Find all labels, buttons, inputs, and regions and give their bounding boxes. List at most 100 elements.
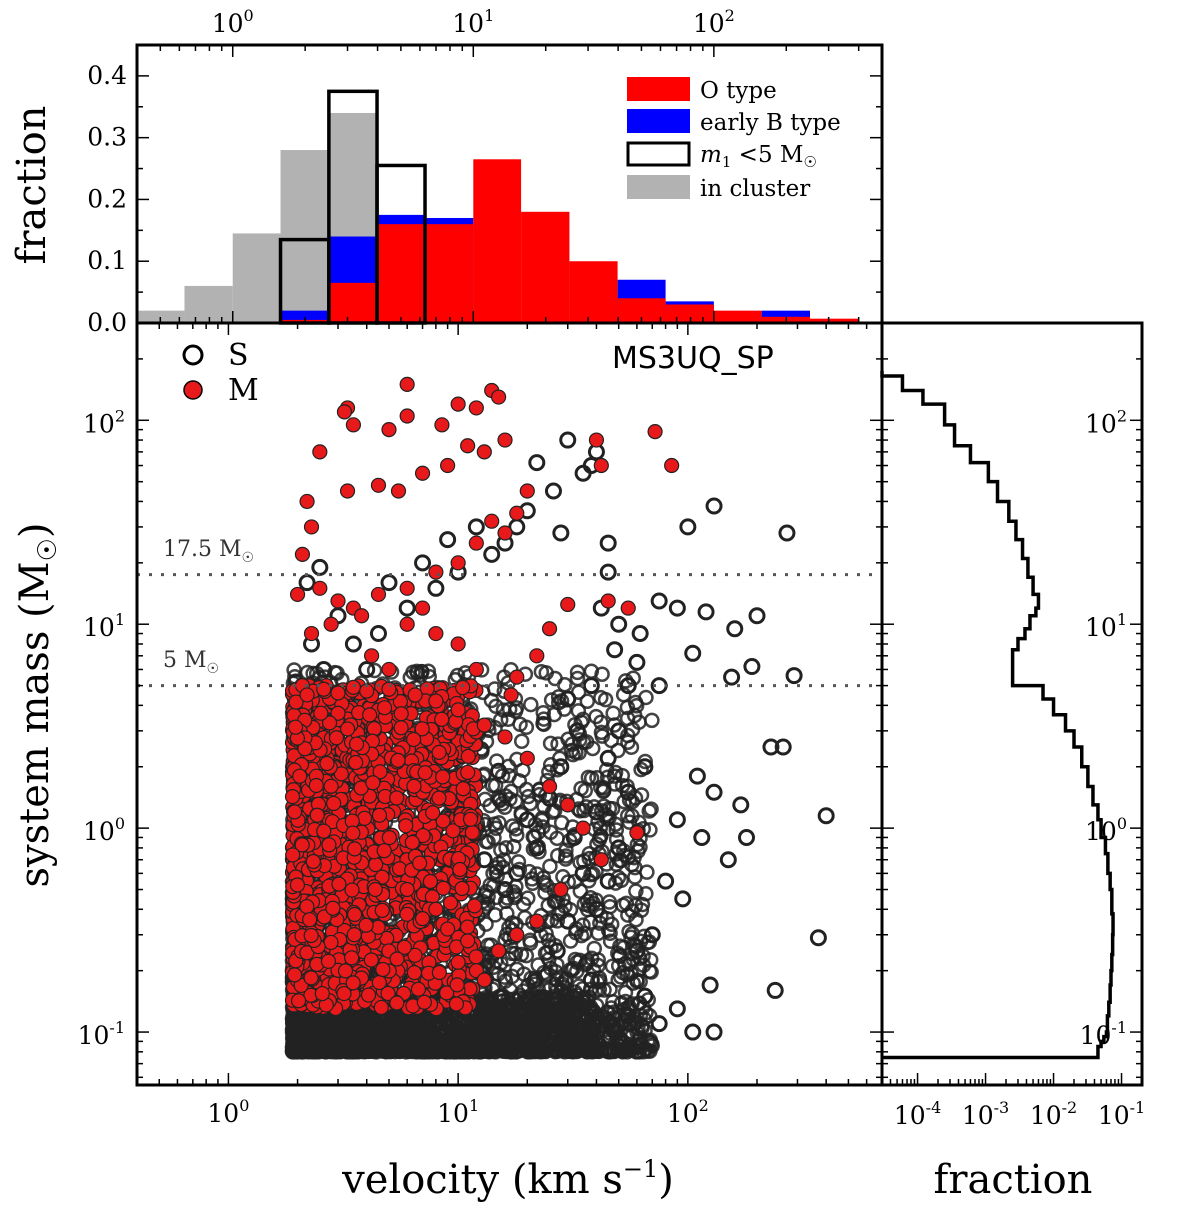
- scatter-point-s: [570, 703, 587, 719]
- scatter-point-m: [464, 824, 480, 841]
- scatter-point-s: [634, 1020, 650, 1036]
- scatter-point-s: [513, 733, 530, 749]
- scatter-point-s: [546, 1013, 563, 1030]
- legend-swatch-early-b-type: [627, 109, 690, 133]
- scatter-point-s: [522, 935, 539, 951]
- hist-bar-o-type: [665, 304, 714, 323]
- scatter-plot-area: [137, 376, 882, 1060]
- scatter-point-m: [358, 917, 374, 933]
- hist-xtick-label-exp: 2: [725, 6, 735, 25]
- scatter-point-s: [599, 769, 616, 786]
- scatter-point-s: [500, 995, 516, 1012]
- scatter-point-m: [406, 965, 423, 981]
- hist-bar-in-cluster: [137, 310, 185, 323]
- scatter-point-s: [538, 665, 554, 681]
- scatter-point-s: [575, 1032, 592, 1048]
- scatter-point-s: [537, 884, 553, 901]
- scatter-point-s: [445, 1015, 461, 1032]
- scatter-point-s: [643, 964, 659, 980]
- scatter-point-m: [431, 790, 447, 806]
- hist-xtick-label-base: 10: [212, 9, 244, 38]
- scatter-point-s: [632, 839, 648, 855]
- scatter-point-s: [608, 822, 625, 838]
- scatter-point-m: [344, 882, 360, 898]
- scatter-point-s: [569, 670, 586, 687]
- scatter-point-s: [594, 666, 610, 682]
- scatter-point-m: [305, 853, 321, 870]
- scatter-point-s: [583, 1008, 600, 1025]
- hist-xtick-label-exp: 1: [484, 6, 494, 25]
- scatter-point-s: [621, 814, 638, 830]
- scatter-point-s: [632, 973, 648, 990]
- scatter-point-m: [284, 789, 301, 805]
- scatter-point-m: [374, 902, 390, 918]
- scatter-point-m: [362, 707, 378, 723]
- hist-bar-in-cluster: [280, 150, 329, 323]
- scatter-point-m: [381, 830, 397, 846]
- scatter-point-s: [542, 858, 558, 875]
- scatter-point-s: [583, 770, 600, 786]
- scatter-point-s: [593, 827, 609, 844]
- hist-bar-o-type: [521, 211, 570, 323]
- scatter-point-s: [608, 831, 625, 848]
- scatter-point-s: [366, 1029, 383, 1045]
- scatter-point-s: [508, 821, 524, 837]
- scatter-point-m: [425, 805, 441, 821]
- scatter-point-s: [536, 711, 552, 727]
- hist-xtick-label-base: 10: [693, 9, 725, 38]
- scatter-point-s: [532, 1011, 549, 1028]
- scatter-point-m: [325, 900, 341, 916]
- scatter-point-s: [366, 662, 383, 679]
- scatter-point-s: [537, 1043, 553, 1059]
- scatter-point-s: [624, 856, 640, 873]
- scatter-point-s: [495, 852, 512, 868]
- scatter-point-s: [461, 1039, 477, 1055]
- legend-sub: 1: [722, 153, 732, 171]
- scatter-point-s: [592, 779, 609, 796]
- scatter-point-s: [621, 923, 637, 940]
- hist-ytick-label: 0.1: [87, 246, 127, 275]
- hist-bar-o-type: [377, 224, 426, 323]
- scatter-point-s: [585, 962, 602, 978]
- scatter-point-s: [522, 795, 538, 812]
- scatter-point-s: [640, 1033, 656, 1049]
- scatter-point-m: [399, 906, 415, 922]
- scatter-point-s: [525, 995, 542, 1012]
- scatter-point-s: [558, 848, 574, 864]
- scatter-point-m: [345, 975, 361, 991]
- scatter-point-s: [568, 744, 584, 761]
- scatter-point-s: [367, 1022, 383, 1038]
- scatter-point-s: [565, 1022, 581, 1038]
- hist-xtick-label-base: 10: [452, 9, 484, 38]
- scatter-point-m: [366, 721, 382, 737]
- scatter-point-s: [549, 913, 566, 929]
- scatter-point-s: [531, 786, 548, 803]
- scatter-point-m: [398, 818, 414, 834]
- scatter-point-m: [290, 993, 307, 1009]
- scatter-point-s: [599, 910, 615, 927]
- scatter-point-m: [389, 790, 405, 806]
- scatter-point-s: [520, 788, 537, 805]
- hist-ytick-label: 0.2: [87, 184, 127, 213]
- scatter-point-s: [420, 1029, 436, 1045]
- scatter-point-s: [586, 940, 603, 957]
- scatter-point-s: [644, 712, 660, 729]
- scatter-point-s: [610, 869, 627, 886]
- scatter-point-s: [625, 951, 641, 967]
- hist-ytick-label: 0.4: [87, 61, 127, 90]
- scatter-point-s: [507, 889, 523, 906]
- scatter-point-m: [314, 985, 330, 1002]
- scatter-point-m: [373, 999, 389, 1016]
- scatter-point-m: [416, 994, 432, 1010]
- scatter-point-s: [628, 911, 644, 928]
- scatter-point-s: [488, 820, 504, 837]
- scatter-point-s: [618, 895, 635, 912]
- scatter-point-s: [422, 1020, 439, 1037]
- scatter-point-m: [442, 895, 459, 911]
- histogram-ylabel: fraction: [9, 106, 55, 265]
- scatter-point-s: [471, 1042, 488, 1058]
- legend-label-in-cluster: in cluster: [700, 176, 810, 202]
- scatter-point-s: [523, 696, 539, 713]
- scatter-point-s: [621, 1040, 638, 1057]
